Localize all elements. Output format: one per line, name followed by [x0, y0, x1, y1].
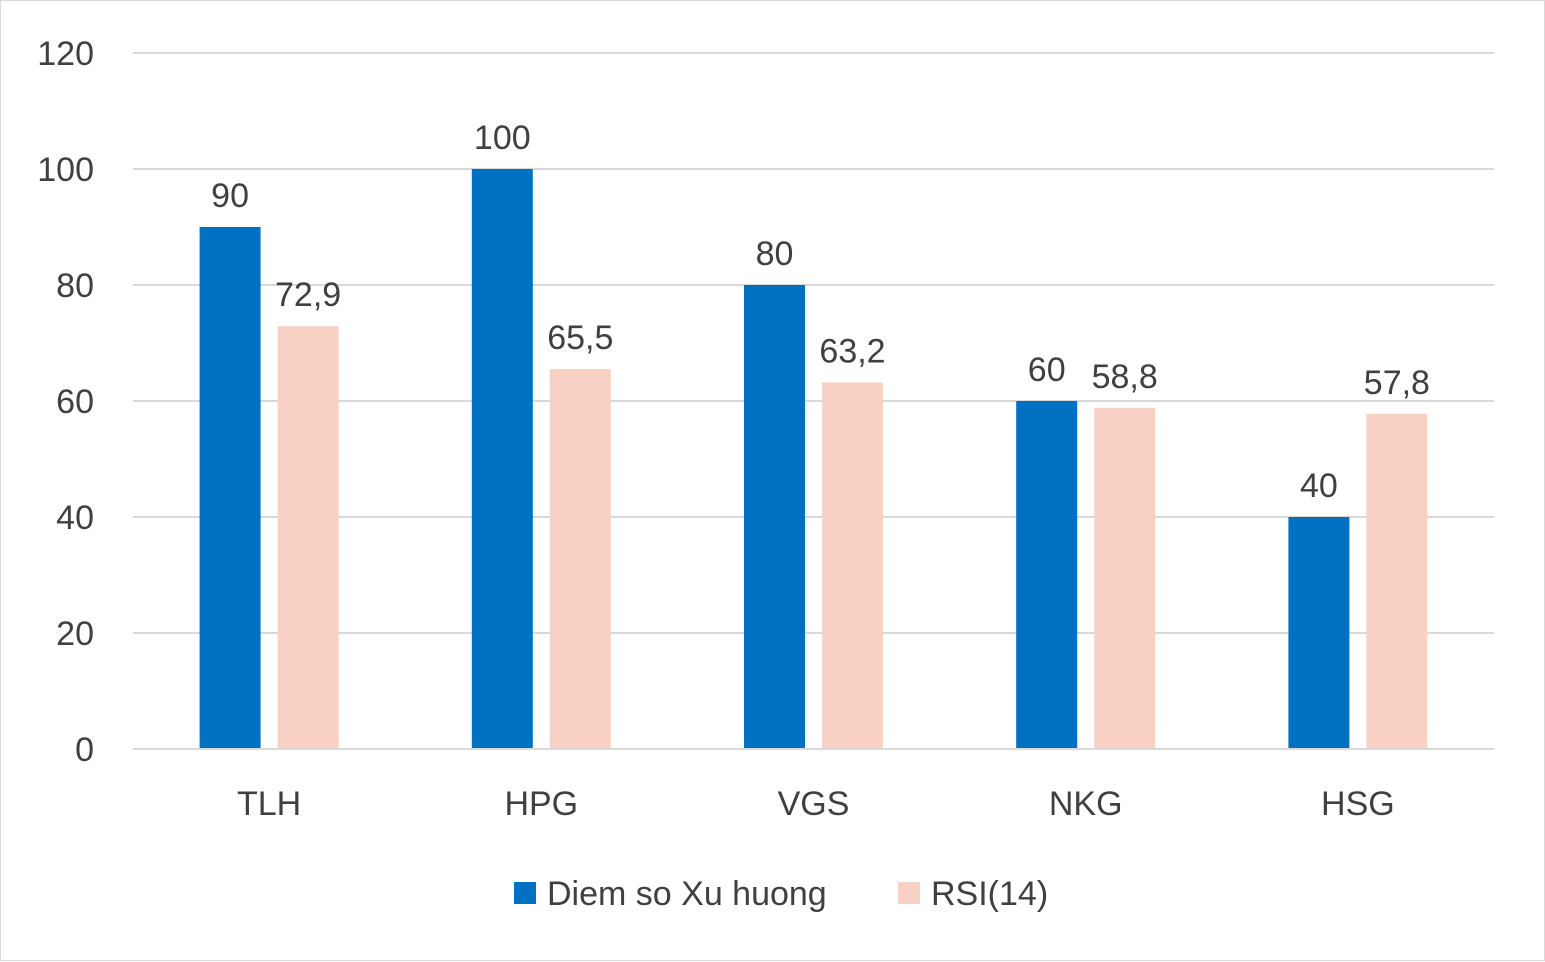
x-tick-label-nkg: NKG [1049, 785, 1123, 823]
bar-tlh-series-2 [277, 326, 339, 749]
bar-nkg-series-1 [1016, 401, 1078, 749]
data-label-vgs-series-2: 63,2 [819, 332, 885, 370]
gridlines [133, 52, 1494, 750]
data-label-hsg-series-2: 57,8 [1364, 364, 1430, 402]
data-label-nkg-series-1: 60 [1028, 351, 1066, 389]
data-label-vgs-series-1: 80 [756, 235, 794, 273]
y-tick-label-20: 20 [56, 615, 94, 653]
y-tick-label-40: 40 [56, 499, 94, 537]
y-tick-label-100: 100 [37, 151, 94, 189]
x-axis-ticks: TLH HPG VGS NKG HSG [133, 748, 1494, 823]
x-tick-label-vgs: VGS [778, 785, 850, 823]
y-tick-label-80: 80 [56, 267, 94, 305]
data-labels: 90 72,9 100 65,5 80 63,2 60 58,8 40 57,8 [211, 119, 1430, 505]
x-tick-label-hpg: HPG [504, 785, 578, 823]
bar-hsg-series-2 [1366, 413, 1428, 749]
data-label-tlh-series-2: 72,9 [275, 276, 341, 314]
y-tick-label-0: 0 [75, 731, 94, 769]
legend-swatch-series-1 [514, 882, 536, 904]
data-label-hsg-series-1: 40 [1300, 467, 1338, 505]
y-tick-label-60: 60 [56, 383, 94, 421]
bar-hsg-series-1 [1288, 517, 1350, 749]
data-label-nkg-series-2: 58,8 [1092, 358, 1158, 396]
bar-nkg-series-2 [1094, 407, 1156, 749]
legend: Diem so Xu huong RSI(14) [514, 875, 1048, 913]
bar-vgs-series-1 [744, 285, 805, 749]
bar-hpg-series-2 [549, 369, 611, 749]
x-tick-label-hsg: HSG [1321, 785, 1395, 823]
data-label-hpg-series-1: 100 [474, 119, 531, 157]
data-label-hpg-series-2: 65,5 [547, 319, 613, 357]
bars [199, 169, 1428, 749]
legend-label-series-2: RSI(14) [931, 875, 1048, 913]
y-tick-label-120: 120 [37, 35, 94, 73]
legend-swatch-series-2 [898, 882, 920, 904]
data-label-tlh-series-1: 90 [211, 177, 249, 215]
legend-label-series-1: Diem so Xu huong [547, 875, 827, 913]
bar-hpg-series-1 [471, 169, 533, 749]
x-tick-label-tlh: TLH [237, 785, 301, 823]
y-axis-ticks: 0 20 40 60 80 100 120 [37, 35, 94, 769]
bar-vgs-series-2 [822, 382, 883, 749]
bar-tlh-series-1 [199, 227, 261, 749]
